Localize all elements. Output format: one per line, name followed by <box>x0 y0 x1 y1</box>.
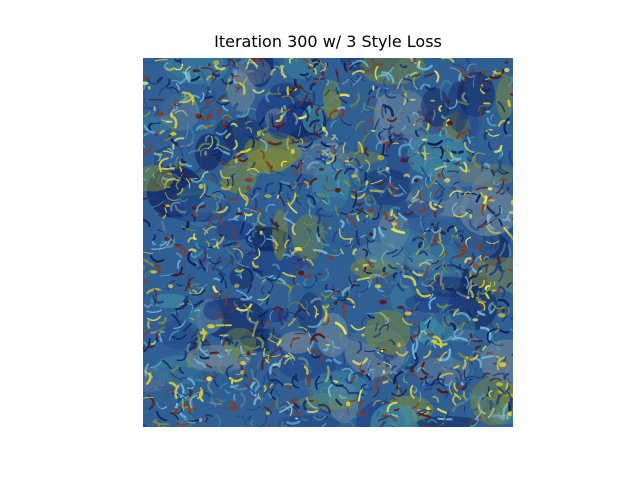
generated-texture-image <box>143 58 513 427</box>
figure-title: Iteration 300 w/ 3 Style Loss <box>214 32 442 51</box>
texture-canvas <box>143 58 513 427</box>
